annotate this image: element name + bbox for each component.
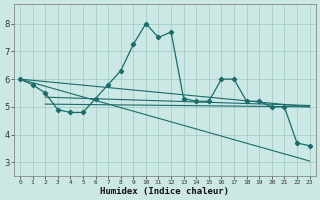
X-axis label: Humidex (Indice chaleur): Humidex (Indice chaleur) — [100, 187, 229, 196]
